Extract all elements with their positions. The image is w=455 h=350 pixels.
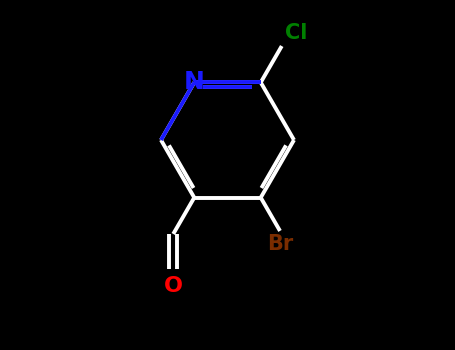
Text: O: O: [164, 276, 183, 296]
Text: Cl: Cl: [285, 22, 308, 43]
Text: N: N: [184, 70, 205, 95]
Text: Br: Br: [267, 234, 293, 254]
